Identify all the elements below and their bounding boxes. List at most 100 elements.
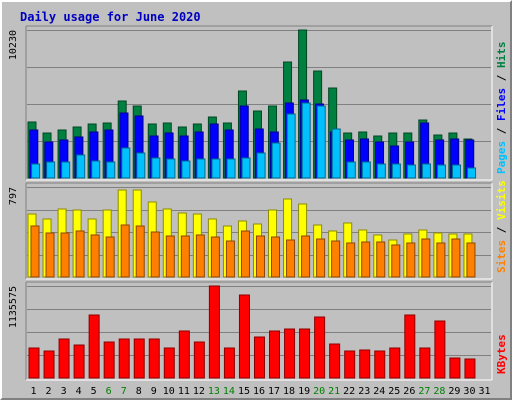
- legend-entry-files: Files: [495, 88, 508, 121]
- x-tick-label-day-28: 28: [433, 386, 445, 397]
- x-tick-label-day-20: 20: [313, 386, 325, 397]
- bar-sites-day-6: [105, 236, 115, 278]
- bar-sites-day-20: [316, 238, 326, 278]
- bar-sites-day-23: [361, 241, 371, 278]
- bar-kbytes-day-10: [163, 347, 175, 379]
- x-tick-label-day-12: 12: [193, 386, 205, 397]
- bar-kbytes-day-12: [193, 341, 205, 379]
- bar-kbytes-day-18: [284, 328, 296, 379]
- bar-kbytes-day-25: [389, 347, 401, 379]
- y-max-label-kbytes: 1135575: [8, 286, 19, 328]
- x-tick-label-day-10: 10: [163, 386, 175, 397]
- legend-visits-sites: Sites / Visits: [495, 180, 508, 273]
- bar-sites-day-21: [331, 240, 341, 278]
- bar-kbytes-day-5: [88, 314, 100, 379]
- x-tick-label-day-26: 26: [403, 386, 415, 397]
- bar-kbytes-day-16: [253, 336, 265, 379]
- bar-sites-day-19: [301, 235, 311, 278]
- bar-pages-day-5: [91, 160, 101, 179]
- bar-sites-day-5: [90, 234, 100, 278]
- bar-pages-day-1: [31, 163, 41, 179]
- bar-sites-day-12: [195, 234, 205, 278]
- bar-kbytes-day-20: [314, 316, 326, 379]
- bar-pages-day-26: [406, 164, 416, 179]
- bar-pages-day-22: [346, 161, 356, 179]
- x-tick-label-day-11: 11: [178, 386, 190, 397]
- x-tick-label-day-15: 15: [238, 386, 250, 397]
- x-tick-label-day-27: 27: [418, 386, 430, 397]
- bar-pages-day-23: [361, 161, 371, 179]
- bar-pages-day-6: [106, 161, 116, 179]
- bar-kbytes-day-19: [299, 328, 311, 379]
- bar-sites-day-16: [255, 235, 265, 278]
- bar-pages-day-15: [241, 157, 251, 179]
- bar-kbytes-day-2: [43, 350, 55, 379]
- bar-kbytes-day-13: [208, 285, 220, 379]
- bar-pages-day-11: [181, 160, 191, 179]
- bar-sites-day-13: [210, 236, 220, 278]
- bar-kbytes-day-1: [28, 347, 40, 379]
- bar-sites-day-14: [225, 240, 235, 278]
- bar-pages-day-3: [61, 161, 71, 179]
- x-tick-label-day-22: 22: [343, 386, 355, 397]
- bar-pages-day-19: [301, 102, 311, 179]
- bar-sites-day-26: [406, 242, 416, 278]
- bar-pages-day-17: [271, 142, 281, 179]
- x-tick-label-day-5: 5: [91, 386, 97, 397]
- legend-entry-sites: Sites: [495, 240, 508, 273]
- bar-pages-day-10: [166, 158, 176, 179]
- bar-pages-day-7: [121, 147, 131, 179]
- bar-sites-day-22: [346, 242, 356, 278]
- x-tick-label-day-2: 2: [46, 386, 52, 397]
- x-tick-label-day-25: 25: [388, 386, 400, 397]
- x-tick-label-day-18: 18: [283, 386, 295, 397]
- bar-pages-day-28: [436, 164, 446, 179]
- x-tick-label-day-13: 13: [208, 386, 220, 397]
- bar-pages-day-16: [256, 152, 266, 179]
- x-tick-label-day-7: 7: [121, 386, 127, 397]
- bar-kbytes-day-26: [404, 314, 416, 379]
- bar-sites-day-24: [376, 241, 386, 278]
- bar-kbytes-day-17: [269, 330, 281, 379]
- bar-pages-day-20: [316, 105, 326, 179]
- bar-kbytes-day-9: [148, 338, 160, 379]
- bar-sites-day-25: [391, 244, 401, 278]
- bar-sites-day-1: [30, 225, 40, 278]
- bar-pages-day-9: [151, 157, 161, 179]
- bar-pages-day-25: [391, 163, 401, 179]
- x-tick-label-day-19: 19: [298, 386, 310, 397]
- bar-kbytes-day-28: [434, 320, 446, 379]
- bar-sites-day-15: [240, 230, 250, 278]
- bar-kbytes-day-11: [178, 330, 190, 379]
- bar-kbytes-day-23: [359, 349, 371, 379]
- legend-entry-visits: Visits: [495, 180, 508, 220]
- y-max-label-visits-sites: 797: [8, 187, 19, 205]
- bar-sites-day-10: [165, 235, 175, 278]
- x-tick-label-day-24: 24: [373, 386, 385, 397]
- bar-pages-day-8: [136, 152, 146, 179]
- bar-kbytes-day-8: [133, 338, 145, 379]
- legend-entry-pages: Pages: [495, 141, 508, 174]
- bar-sites-day-2: [45, 232, 55, 278]
- x-tick-label-day-1: 1: [31, 386, 37, 397]
- bar-kbytes-day-15: [238, 294, 250, 379]
- x-tick-label-day-16: 16: [253, 386, 265, 397]
- x-tick-label-day-4: 4: [76, 386, 82, 397]
- x-tick-label-day-3: 3: [61, 386, 67, 397]
- bar-sites-day-3: [60, 232, 70, 278]
- bar-sites-day-4: [75, 230, 85, 278]
- bar-sites-day-7: [120, 224, 130, 278]
- bar-pages-day-14: [226, 158, 236, 179]
- x-tick-label-day-30: 30: [463, 386, 475, 397]
- bar-kbytes-day-22: [344, 350, 356, 379]
- legend-kbytes: KBytes: [495, 334, 508, 374]
- bar-kbytes-day-6: [103, 341, 115, 379]
- x-tick-label-day-14: 14: [223, 386, 235, 397]
- x-tick-label-day-6: 6: [106, 386, 112, 397]
- bar-kbytes-day-3: [58, 338, 70, 379]
- x-tick-label-day-9: 9: [151, 386, 157, 397]
- bar-sites-day-18: [286, 239, 296, 278]
- bar-kbytes-day-14: [223, 347, 235, 379]
- legend-entry-hits: Hits: [495, 42, 508, 69]
